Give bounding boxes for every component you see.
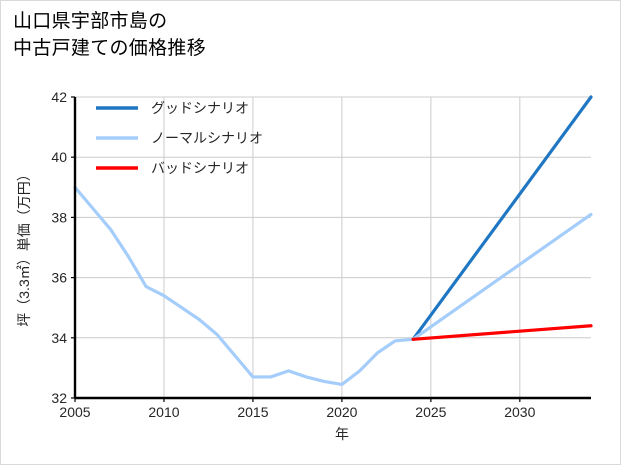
- x-tick-label: 2030: [504, 404, 535, 420]
- x-tick-label: 2005: [59, 404, 90, 420]
- x-tick-label: 2025: [415, 404, 446, 420]
- y-tick-label: 42: [51, 89, 67, 105]
- series-line: [411, 95, 593, 341]
- y-tick-label: 36: [51, 270, 67, 286]
- series-line: [411, 212, 593, 341]
- y-tick-label: 38: [51, 209, 67, 225]
- y-tick-label: 40: [51, 149, 67, 165]
- y-tick-label: 34: [51, 330, 67, 346]
- page-title: 山口県宇部市島の 中古戸建ての価格推移: [13, 11, 207, 59]
- x-tick-label: 2020: [326, 404, 357, 420]
- data-series-lines: [73, 95, 593, 387]
- series-line: [73, 185, 415, 387]
- y-tick-label: 32: [51, 390, 67, 406]
- x-axis-ticks: 2005 2010 2015 2020 2025 2030: [59, 398, 536, 420]
- x-axis-title: 年: [335, 426, 349, 442]
- x-tick-label: 2010: [148, 404, 179, 420]
- series-line: [411, 324, 593, 341]
- y-axis-ticks: 32 34 36 38 40 42: [51, 89, 75, 406]
- axis-frame: [73, 97, 591, 400]
- legend-label: ノーマルシナリオ: [151, 130, 263, 146]
- legend-label: バッドシナリオ: [151, 160, 249, 176]
- x-tick-label: 2015: [237, 404, 268, 420]
- y-axis-title: 坪（3.3㎡）単価（万円）: [16, 167, 32, 326]
- legend-label: グッドシナリオ: [151, 100, 249, 116]
